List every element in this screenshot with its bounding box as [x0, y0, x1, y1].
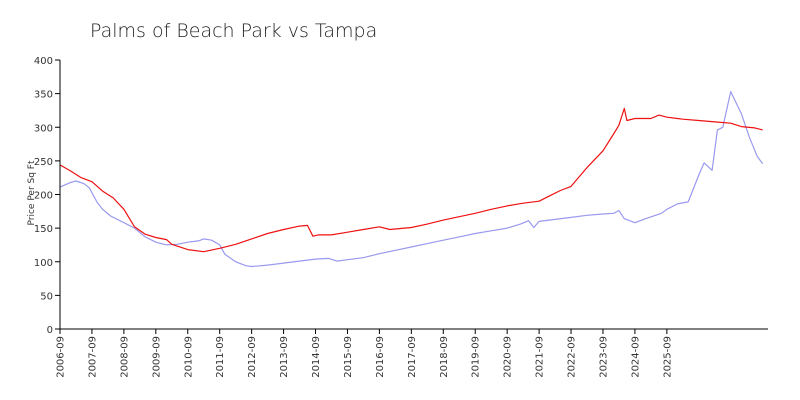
x-tick-label: 2015-09 — [343, 336, 354, 378]
x-tick-label: 2024-09 — [630, 336, 641, 378]
plot-area — [59, 90, 764, 268]
y-tick-label: 150 — [34, 224, 53, 235]
chart-title: Palms of Beach Park vs Tampa — [90, 20, 377, 42]
y-axis: 0 50 100 150 200 250 300 350 400 — [34, 56, 60, 336]
x-tick-label: 2016-09 — [375, 336, 386, 378]
y-tick-label: 250 — [34, 157, 53, 168]
y-tick-label: 400 — [34, 56, 53, 67]
y-tick-label: 300 — [34, 123, 53, 134]
series-0-line — [59, 107, 763, 253]
x-tick-label: 2025-09 — [662, 336, 673, 378]
x-tick-label: 2007-09 — [87, 336, 98, 378]
x-tick-label: 2023-09 — [598, 336, 609, 378]
x-tick-label: 2019-09 — [471, 336, 482, 378]
x-tick-label: 2021-09 — [535, 336, 546, 378]
y-tick-label: 50 — [40, 291, 53, 302]
y-tick-label: 350 — [34, 90, 53, 101]
x-tick-label: 2009-09 — [151, 336, 162, 378]
x-tick-label: 2020-09 — [503, 336, 514, 378]
x-tick-label: 2010-09 — [183, 336, 194, 378]
x-tick-label: 2014-09 — [311, 336, 322, 378]
x-axis: 2006-09 2007-09 2008-09 2009-09 2010-09 2011-… — [56, 329, 673, 378]
x-tick-label: 2017-09 — [407, 336, 418, 378]
x-tick-label: 2022-09 — [567, 336, 578, 378]
x-tick-label: 2013-09 — [279, 336, 290, 378]
y-axis-label: Price Per Sq Ft — [27, 160, 37, 225]
x-tick-label: 2006-09 — [56, 336, 67, 378]
x-tick-label: 2008-09 — [119, 336, 130, 378]
x-tick-label: 2018-09 — [439, 336, 450, 378]
y-tick-label: 100 — [34, 258, 53, 269]
y-tick-label: 200 — [34, 191, 53, 202]
x-tick-label: 2011-09 — [215, 336, 226, 378]
series-1-line — [59, 90, 764, 268]
x-tick-label: 2012-09 — [247, 336, 258, 378]
y-tick-label: 0 — [47, 325, 53, 336]
